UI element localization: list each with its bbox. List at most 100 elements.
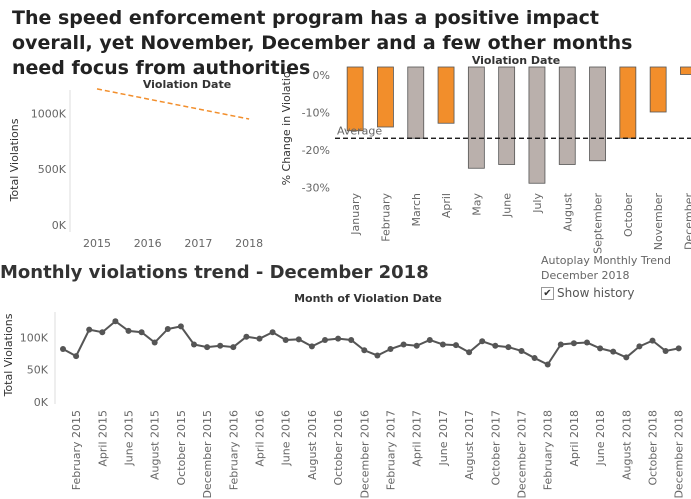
x-tick-label: October 2015 [175, 410, 188, 486]
show-history-toggle[interactable]: ✔ Show history [541, 286, 634, 300]
y-tick-label: 0% [313, 69, 330, 82]
x-tick-label: July [531, 193, 544, 214]
chart-title: Violation Date [472, 54, 560, 67]
x-tick-label: June 2017 [437, 410, 450, 466]
data-point [230, 344, 237, 351]
data-point [557, 341, 564, 348]
data-point [413, 342, 420, 349]
data-point [492, 342, 499, 349]
data-point [151, 339, 158, 346]
data-point [518, 347, 525, 354]
data-point [308, 343, 315, 350]
x-tick-label: December 2018 [673, 410, 686, 499]
data-point [322, 336, 328, 343]
x-tick-label: April 2017 [411, 410, 424, 467]
data-point [544, 361, 551, 368]
y-tick-label: 0K [52, 219, 67, 232]
y-tick-label: 50K [27, 364, 49, 377]
bar-april [437, 66, 455, 124]
bar-august [558, 66, 576, 165]
data-point [610, 348, 617, 355]
data-point [387, 346, 394, 353]
y-axis-title: Total Violations [2, 313, 15, 397]
x-tick-label: August [561, 192, 574, 231]
data-point [531, 355, 538, 362]
x-tick-label: August 2017 [463, 410, 476, 480]
data-point [191, 341, 197, 348]
x-tick-label: October [622, 193, 635, 237]
x-tick-label: June 2016 [280, 410, 293, 466]
bar-december [680, 66, 691, 75]
x-tick-label: August 2015 [149, 410, 162, 480]
x-tick-label: January [349, 193, 362, 236]
autoplay-value: December 2018 [541, 269, 630, 282]
x-tick-label: 2015 [83, 237, 111, 250]
x-tick-label: 2017 [184, 237, 212, 250]
bar-february [377, 66, 394, 128]
trend-section-title: Monthly violations trend - December 2018 [0, 262, 429, 283]
data-point [295, 336, 302, 343]
show-history-label: Show history [557, 286, 635, 300]
data-point [348, 336, 355, 343]
x-tick-label: August 2018 [620, 410, 633, 480]
x-tick-label: February 2016 [227, 410, 240, 490]
data-point [256, 335, 263, 342]
autoplay-control[interactable]: Autoplay Monthly Trend December 2018 [541, 253, 691, 283]
x-tick-label: October 2016 [332, 410, 345, 486]
data-point [426, 336, 433, 343]
data-point [374, 352, 381, 359]
data-point [60, 346, 66, 353]
bar-may [467, 66, 485, 169]
y-tick-label: 0K [34, 396, 49, 409]
x-tick-label: 2018 [235, 237, 263, 250]
data-point [86, 326, 93, 333]
data-point [453, 342, 459, 349]
data-point [99, 329, 106, 336]
data-point [164, 325, 171, 332]
y-tick-label: -30% [302, 182, 330, 195]
data-point [623, 354, 630, 361]
bar-june [498, 66, 516, 165]
x-tick-label: June [501, 193, 514, 218]
x-tick-label: May [470, 193, 483, 216]
y-tick-label: 100K [20, 331, 49, 344]
x-tick-label: April 2015 [96, 410, 109, 467]
y-tick-label: -20% [302, 144, 330, 157]
data-point [177, 323, 184, 330]
y-axis-title: Total Violations [8, 118, 21, 202]
series-line [96, 88, 250, 120]
x-tick-label: April 2016 [254, 410, 267, 467]
data-point [125, 327, 132, 334]
x-tick-label: November [652, 193, 665, 251]
x-tick-label: August 2016 [306, 410, 319, 480]
data-point [505, 344, 512, 351]
x-tick-label: October 2018 [647, 410, 660, 486]
chart-title: Violation Date [143, 78, 231, 91]
data-point [217, 342, 224, 349]
x-tick-label: October 2017 [489, 410, 502, 486]
x-tick-label: December 2017 [516, 410, 529, 499]
data-point [400, 341, 407, 348]
data-point [361, 347, 368, 354]
x-tick-label: December 2015 [201, 410, 214, 499]
bar-january [346, 66, 364, 132]
dashboard-headline: The speed enforcement program has a posi… [12, 7, 633, 79]
show-history-checkbox[interactable]: ✔ [541, 286, 554, 300]
x-tick-label: 2016 [134, 237, 162, 250]
data-point [112, 318, 119, 325]
data-point [466, 349, 473, 356]
x-tick-label: February [379, 193, 392, 242]
data-point [597, 345, 604, 352]
x-tick-label: April 2018 [568, 410, 581, 467]
x-tick-label: March [410, 193, 423, 227]
data-point [662, 347, 669, 354]
data-point [584, 339, 590, 346]
data-point [269, 329, 276, 336]
data-point [73, 353, 80, 360]
data-point [479, 338, 486, 345]
x-tick-label: June 2018 [594, 410, 607, 466]
y-tick-label: -10% [302, 107, 330, 120]
average-label: Average [337, 124, 382, 137]
x-tick-label: April [440, 193, 453, 218]
